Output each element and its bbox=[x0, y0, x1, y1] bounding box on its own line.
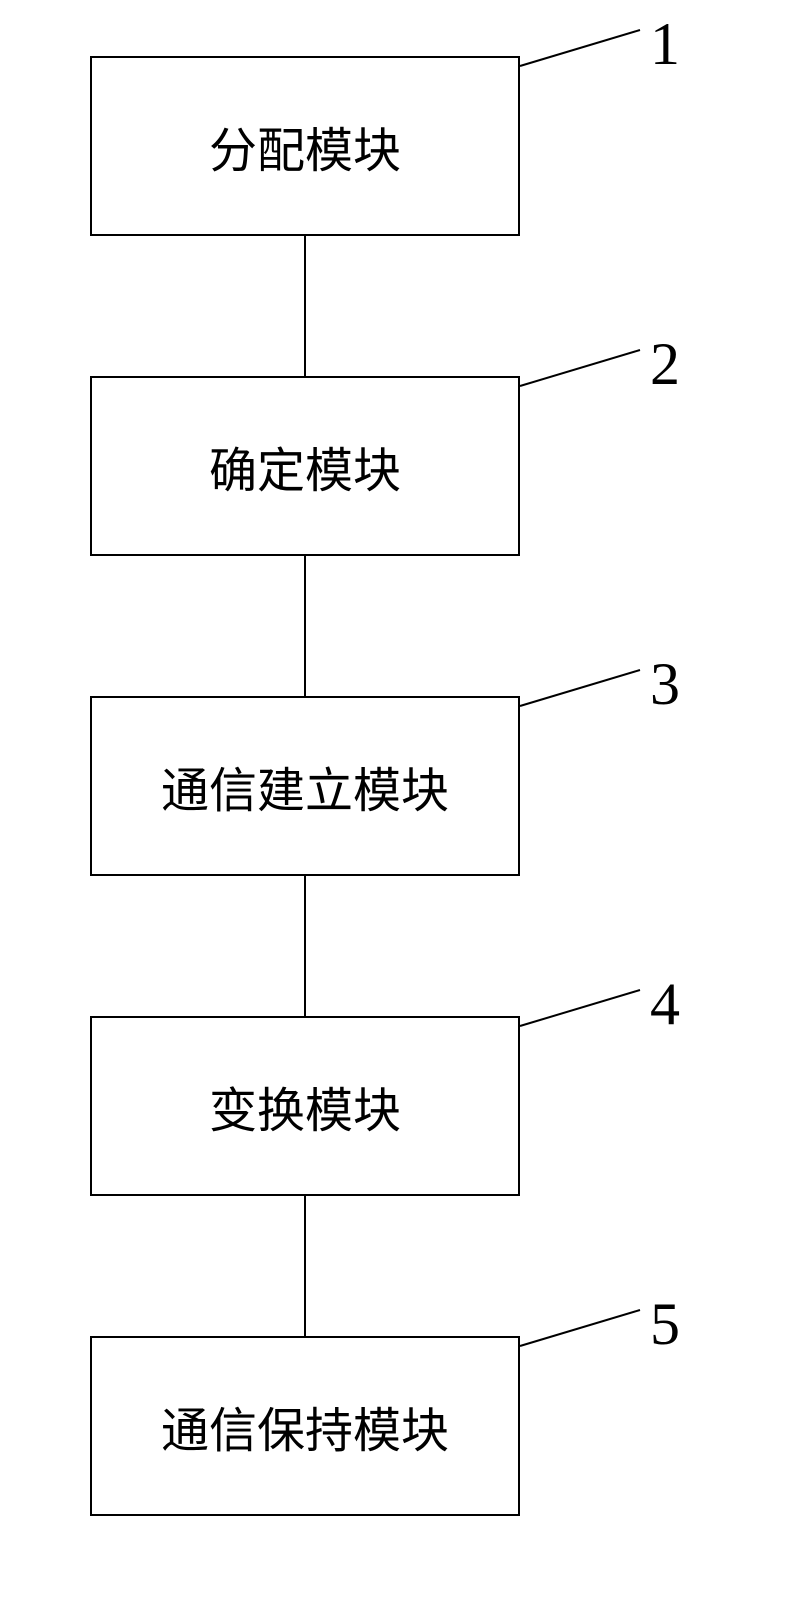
annotation-number-1: 1 bbox=[650, 10, 680, 79]
node-5: 通信保持模块 bbox=[90, 1336, 520, 1516]
node-1: 分配模块 bbox=[90, 56, 520, 236]
connector-4-5 bbox=[304, 1196, 306, 1336]
annotation-line-2 bbox=[518, 348, 648, 390]
annotation-line-3 bbox=[518, 668, 648, 710]
connector-3-4 bbox=[304, 876, 306, 1016]
annotation-line-4 bbox=[518, 988, 648, 1030]
node-2: 确定模块 bbox=[90, 376, 520, 556]
annotation-number-4: 4 bbox=[650, 970, 680, 1039]
node-2-label: 确定模块 bbox=[209, 431, 401, 501]
node-4-label: 变换模块 bbox=[209, 1071, 401, 1141]
annotation-number-5: 5 bbox=[650, 1290, 680, 1359]
annotation-number-3: 3 bbox=[650, 650, 680, 719]
annotation-line-1 bbox=[518, 28, 648, 70]
annotation-number-2: 2 bbox=[650, 330, 680, 399]
node-3-label: 通信建立模块 bbox=[161, 751, 449, 821]
flowchart-container: 分配模块 1 确定模块 2 通信建立模块 3 变换模块 4 通信保持模块 5 bbox=[0, 0, 790, 1611]
node-3: 通信建立模块 bbox=[90, 696, 520, 876]
connector-2-3 bbox=[304, 556, 306, 696]
connector-1-2 bbox=[304, 236, 306, 376]
node-5-label: 通信保持模块 bbox=[161, 1391, 449, 1461]
node-1-label: 分配模块 bbox=[209, 111, 401, 181]
node-4: 变换模块 bbox=[90, 1016, 520, 1196]
annotation-line-5 bbox=[518, 1308, 648, 1350]
